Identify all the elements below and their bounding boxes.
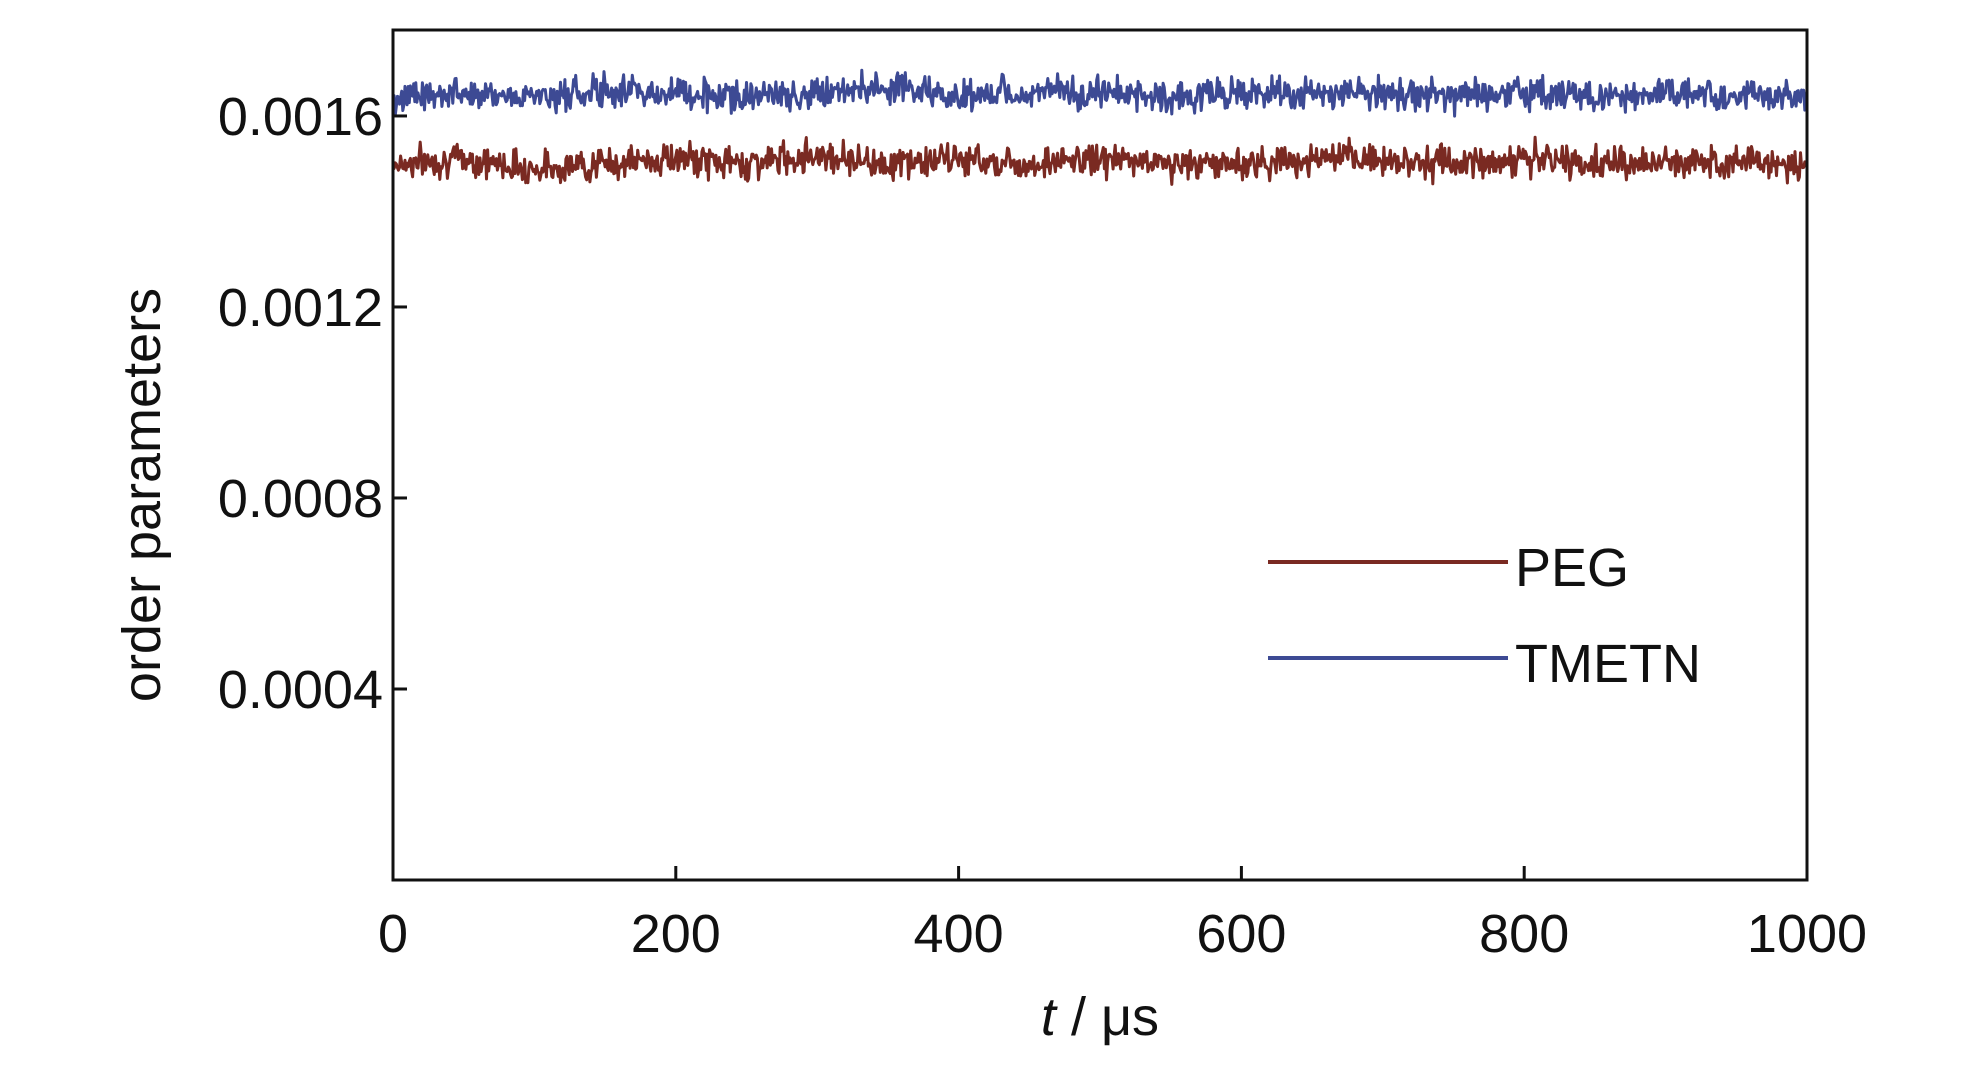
plot-frame (391, 28, 1809, 882)
x-tick-label: 1000 (1747, 904, 1867, 964)
y-tick-label: 0.0004 (218, 660, 383, 720)
y-tick-label: 0.0008 (218, 469, 383, 529)
series-layer (391, 68, 1809, 186)
x-tick-label: 200 (631, 904, 721, 964)
x-axis-label-unit: / μs (1056, 987, 1159, 1047)
x-tick-label: 0 (378, 904, 408, 964)
x-tick-label: 400 (914, 904, 1004, 964)
x-axis-label: t / μs (1041, 987, 1159, 1047)
x-tick-label: 600 (1196, 904, 1286, 964)
legend-label-tmetn: TMETN (1515, 634, 1701, 694)
x-tick-label: 800 (1479, 904, 1569, 964)
series-line-peg (392, 135, 1809, 186)
y-tick-label: 0.0016 (218, 87, 383, 147)
legend-label-peg: PEG (1515, 538, 1629, 598)
series-line-tmetn (391, 68, 1809, 118)
x-axis-label-variable: t (1041, 987, 1058, 1047)
x-axis: 0 200 400 600 800 1000 (378, 866, 1867, 964)
y-tick-label: 0.0012 (218, 278, 383, 338)
legend: PEG TMETN (1268, 538, 1701, 694)
y-axis: 0.0004 0.0008 0.0012 0.0016 (218, 87, 407, 720)
y-axis-label: order parameters (112, 288, 172, 702)
